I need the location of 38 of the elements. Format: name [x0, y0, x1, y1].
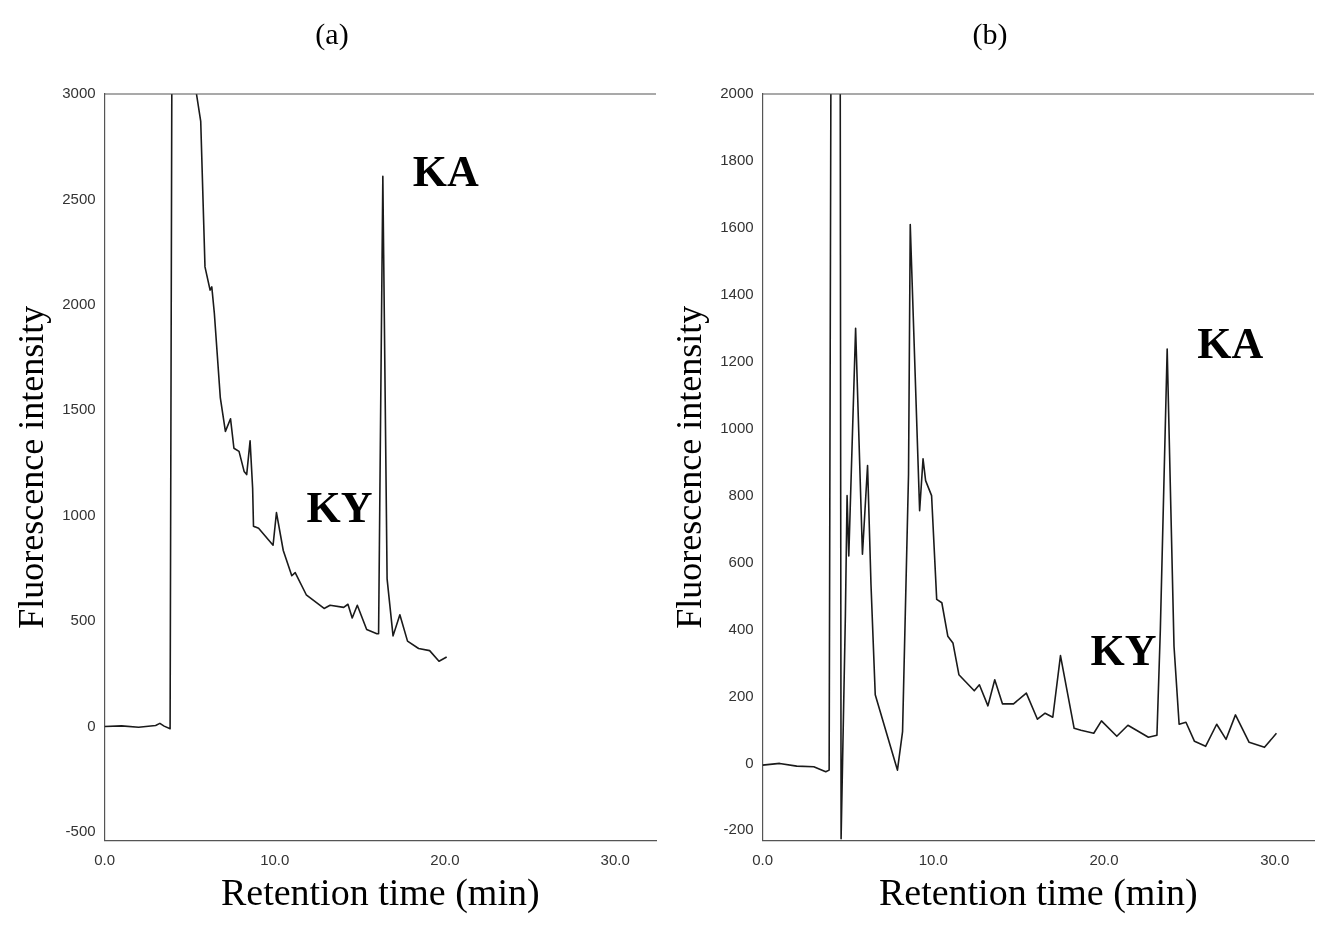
y-axis-title: Fluorescence intensity: [669, 305, 710, 629]
x-tick-label: 20.0: [430, 850, 460, 868]
x-axis-title: Retention time (min): [220, 871, 540, 915]
annotation: KY: [1090, 626, 1157, 675]
chart-title: (b): [972, 16, 1008, 51]
y-tick-label: 600: [728, 552, 754, 570]
y-tick-label: 1000: [62, 505, 96, 523]
x-tick-label: 10.0: [918, 850, 948, 868]
y-tick-label: 500: [70, 611, 96, 629]
y-tick-label: 3000: [62, 84, 96, 102]
y-tick-label: 800: [728, 485, 754, 503]
y-tick-label: 1200: [720, 351, 754, 369]
y-tick-label: -200: [723, 820, 754, 838]
x-axis-title: Retention time (min): [878, 871, 1198, 915]
y-tick-label: 200: [728, 686, 754, 704]
annotation: KY: [306, 482, 373, 532]
y-tick-label: 1500: [62, 400, 96, 418]
y-axis-title: Fluorescence intensity: [11, 305, 52, 629]
y-tick-label: 1000: [720, 418, 754, 436]
x-tick-label: 20.0: [1089, 850, 1119, 868]
x-tick-label: 0.0: [94, 850, 115, 868]
chart-title: (a): [315, 16, 349, 51]
y-tick-label: 2000: [62, 294, 96, 312]
y-tick-label: 2500: [62, 189, 96, 207]
y-tick-label: 2000: [720, 84, 754, 102]
x-tick-label: 30.0: [1260, 850, 1290, 868]
y-tick-label: -500: [65, 822, 96, 840]
y-tick-label: 1600: [720, 218, 754, 236]
x-tick-label: 10.0: [260, 850, 290, 868]
y-tick-label: 1400: [720, 284, 754, 302]
y-tick-label: 400: [728, 619, 754, 637]
y-tick-label: 0: [745, 753, 754, 771]
annotation: KA: [1197, 319, 1264, 369]
x-tick-label: 0.0: [752, 850, 773, 868]
x-tick-label: 30.0: [600, 850, 630, 868]
annotation: KA: [412, 146, 480, 196]
y-tick-label: 1800: [720, 151, 754, 169]
y-tick-label: 0: [87, 716, 96, 734]
